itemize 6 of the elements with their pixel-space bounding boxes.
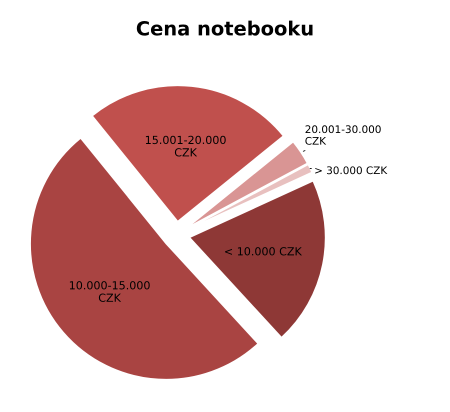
slice-label: 15.001-20.000 CZK [146, 136, 226, 157]
slice-label: 10.000-15.000 CZK [70, 281, 150, 302]
slice-label: > 30.000 CZK [315, 166, 388, 174]
slice-label: 20.001-30.000 CZK [305, 125, 381, 145]
chart-title: Cena notebooku [136, 20, 313, 36]
slice-label: < 10.000 CZK [225, 247, 302, 256]
